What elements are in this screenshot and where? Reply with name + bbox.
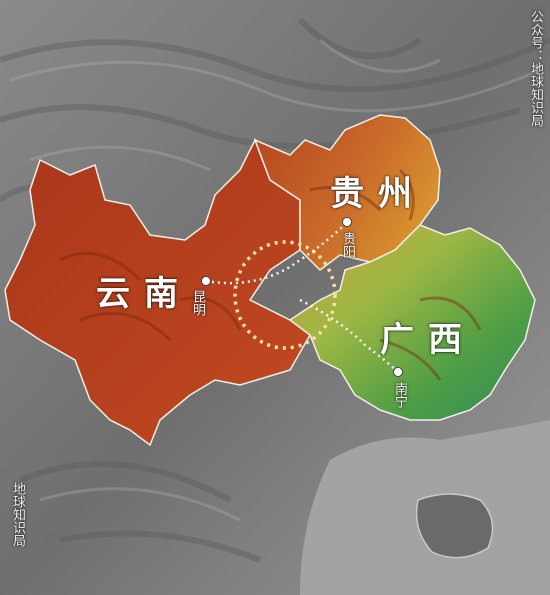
highlight-circle <box>233 240 337 350</box>
ridge-texture <box>0 17 550 563</box>
ridge-texture-light <box>9 38 541 522</box>
city-label-nanning: 南宁 <box>392 382 407 408</box>
city-dot-icon <box>393 367 403 377</box>
city-label-guiyang: 贵阳 <box>340 232 355 258</box>
province-label-guangxi: 广西 <box>380 320 476 360</box>
city-dot-icon <box>342 217 352 227</box>
province-guangxi <box>288 224 536 421</box>
watermark-bottom-left: 地球知识局 <box>10 482 25 547</box>
province-label-guizhou: 贵州 <box>330 174 426 214</box>
relief-shading <box>59 168 482 381</box>
route-guiyang-nanning <box>299 298 399 373</box>
hainan-island <box>415 493 494 559</box>
province-guizhou <box>253 114 441 271</box>
province-label-yunnan: 云南 <box>96 274 192 314</box>
city-label-kunming: 昆明 <box>190 290 205 316</box>
city-dot-icon <box>201 276 211 286</box>
watermark-top-right: 公众号：地球知识局 <box>528 10 543 127</box>
